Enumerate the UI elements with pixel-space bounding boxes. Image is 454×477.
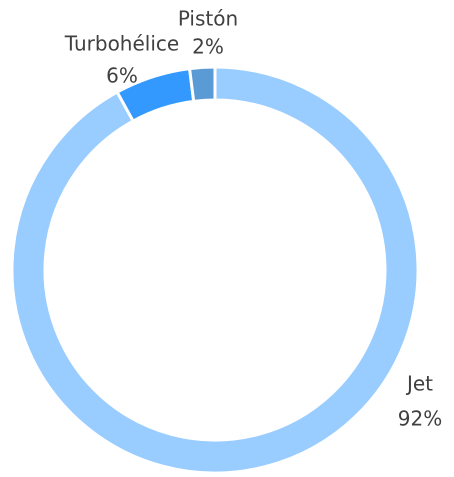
segment-value-label: 2% <box>192 35 224 59</box>
segment-label: Jet <box>405 372 433 396</box>
segment-label: Turbohélice <box>64 32 179 56</box>
segment-value-label: 6% <box>106 64 138 88</box>
segment-value-label: 92% <box>398 407 442 431</box>
segment-label: Pistón <box>178 7 238 31</box>
donut-segment <box>10 65 420 475</box>
donut-segment <box>187 65 217 104</box>
